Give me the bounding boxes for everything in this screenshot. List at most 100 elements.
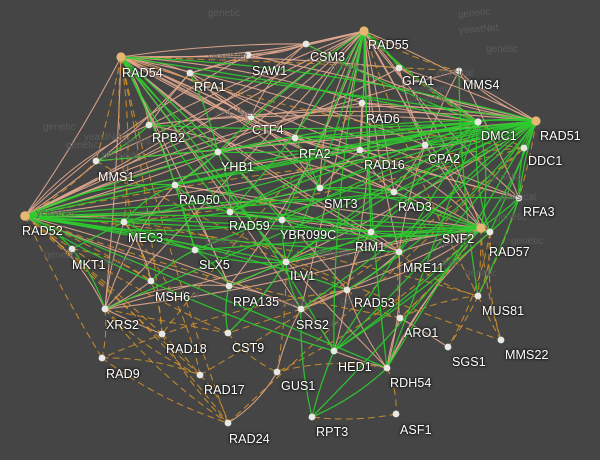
edge-physical[interactable] xyxy=(363,30,537,122)
node-rad9[interactable] xyxy=(98,354,106,362)
edge-physical[interactable] xyxy=(247,43,307,56)
edge-yeastNet[interactable] xyxy=(104,308,201,376)
node-rad3[interactable] xyxy=(390,188,398,196)
node-mms1[interactable] xyxy=(92,157,100,165)
edge-physical[interactable] xyxy=(300,251,400,310)
edge-physical[interactable] xyxy=(148,116,252,126)
edge-genetic[interactable] xyxy=(477,197,520,297)
edge-yeastNet[interactable] xyxy=(120,56,163,335)
edge-physical[interactable] xyxy=(95,30,365,162)
edge-genetic[interactable] xyxy=(294,120,537,139)
edge-genetic[interactable] xyxy=(333,231,491,352)
node-cst9[interactable] xyxy=(224,329,232,337)
edge-yeastNet[interactable] xyxy=(104,308,229,424)
edge-yeastNet[interactable] xyxy=(101,308,107,359)
edge-genetic[interactable] xyxy=(480,120,537,229)
edge-genetic[interactable] xyxy=(311,350,335,418)
edge-genetic[interactable] xyxy=(24,121,479,217)
edge-physical[interactable] xyxy=(24,116,252,217)
node-rad51[interactable] xyxy=(531,116,541,126)
edge-genetic[interactable] xyxy=(294,137,321,189)
node-rpt3[interactable] xyxy=(308,413,316,421)
edge-physical[interactable] xyxy=(120,30,365,59)
node-rad6[interactable] xyxy=(358,99,366,107)
node-rad50[interactable] xyxy=(171,181,179,189)
edge-physical[interactable] xyxy=(104,308,163,335)
edge-physical[interactable] xyxy=(174,30,365,186)
edge-yeastNet[interactable] xyxy=(161,102,363,335)
edge-physical[interactable] xyxy=(458,70,537,122)
edge-genetic[interactable] xyxy=(225,285,230,334)
node-rfa3[interactable] xyxy=(515,194,523,202)
node-rad24[interactable] xyxy=(224,419,232,427)
node-ddc1[interactable] xyxy=(520,144,528,152)
edge-yeastNet[interactable] xyxy=(398,251,479,297)
edge-yeastNet[interactable] xyxy=(276,261,287,373)
node-rdh54[interactable] xyxy=(383,364,391,372)
edge-genetic[interactable] xyxy=(95,121,479,162)
edge-yeastNet[interactable] xyxy=(24,215,201,376)
node-yhb1[interactable] xyxy=(214,148,222,156)
edge-genetic[interactable] xyxy=(319,187,482,229)
edge-genetic[interactable] xyxy=(305,43,479,123)
edge-physical[interactable] xyxy=(189,72,252,118)
edge-yeastNet[interactable] xyxy=(447,231,491,348)
edge-physical[interactable] xyxy=(104,251,400,310)
edge-physical[interactable] xyxy=(319,30,365,189)
node-asf1[interactable] xyxy=(392,410,400,418)
edge-yeastNet[interactable] xyxy=(397,251,401,319)
edge-yeastNet[interactable] xyxy=(477,295,502,341)
edge-genetic[interactable] xyxy=(24,183,176,217)
node-rad18[interactable] xyxy=(158,330,166,338)
edge-yeastNet[interactable] xyxy=(24,215,103,359)
edge-genetic[interactable] xyxy=(174,184,231,213)
edge-genetic[interactable] xyxy=(311,227,482,418)
node-srs2[interactable] xyxy=(297,305,305,313)
edge-genetic[interactable] xyxy=(229,211,372,233)
node-ctf4[interactable] xyxy=(247,113,255,121)
edge-yeastNet[interactable] xyxy=(161,333,229,424)
edge-physical[interactable] xyxy=(24,43,307,217)
edge-genetic[interactable] xyxy=(194,120,537,251)
edge-genetic[interactable] xyxy=(393,191,482,229)
edge-physical[interactable] xyxy=(189,30,365,74)
edge-yeastNet[interactable] xyxy=(120,56,229,424)
node-sgs1[interactable] xyxy=(444,343,452,351)
edge-genetic[interactable] xyxy=(123,120,537,223)
edge-physical[interactable] xyxy=(24,56,122,217)
edge-physical[interactable] xyxy=(120,56,482,229)
edge-physical[interactable] xyxy=(24,124,150,217)
node-aro1[interactable] xyxy=(396,314,404,322)
edge-physical[interactable] xyxy=(227,371,278,424)
edge-yeastNet[interactable] xyxy=(363,30,460,72)
node-rad54[interactable] xyxy=(116,52,126,62)
edge-genetic[interactable] xyxy=(24,215,335,352)
node-rpb2[interactable] xyxy=(145,121,153,129)
edge-genetic[interactable] xyxy=(285,231,372,263)
edge-genetic[interactable] xyxy=(281,219,287,263)
edge-genetic[interactable] xyxy=(477,121,487,229)
edge-genetic[interactable] xyxy=(24,215,372,233)
edge-yeastNet[interactable] xyxy=(120,56,129,223)
edge-genetic[interactable] xyxy=(24,214,482,229)
edge-physical[interactable] xyxy=(174,184,400,253)
edge-genetic[interactable] xyxy=(333,120,537,352)
edge-genetic[interactable] xyxy=(333,227,482,352)
edge-yeastNet[interactable] xyxy=(477,227,482,297)
edge-genetic[interactable] xyxy=(319,120,537,189)
edge-genetic[interactable] xyxy=(333,121,479,352)
node-rfa2[interactable] xyxy=(291,134,299,142)
edge-genetic[interactable] xyxy=(24,191,395,217)
edge-yeastNet[interactable] xyxy=(227,332,278,373)
edge-physical[interactable] xyxy=(250,116,321,189)
edge-genetic[interactable] xyxy=(217,30,365,153)
edge-genetic[interactable] xyxy=(285,261,302,310)
edge-genetic[interactable] xyxy=(370,121,479,233)
edge-yeastNet[interactable] xyxy=(24,160,97,217)
edge-physical[interactable] xyxy=(104,30,365,310)
edge-yeastNet[interactable] xyxy=(24,215,229,424)
edge-yeastNet[interactable] xyxy=(101,289,348,359)
edge-genetic[interactable] xyxy=(217,119,537,153)
node-hed1[interactable] xyxy=(330,347,338,355)
node-mus81[interactable] xyxy=(474,292,482,300)
